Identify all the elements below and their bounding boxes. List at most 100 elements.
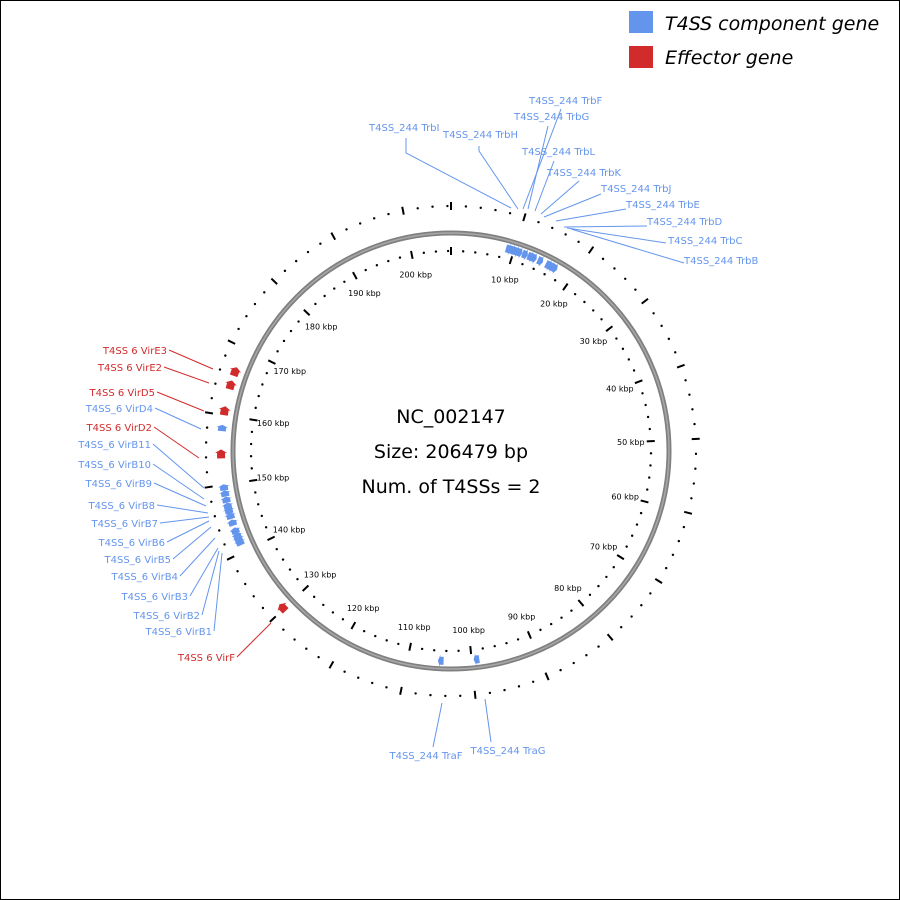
minor-tick bbox=[323, 294, 326, 298]
gene-arrow-component[interactable] bbox=[544, 259, 552, 271]
gene-arrow-component[interactable] bbox=[546, 261, 555, 272]
gene-label[interactable]: T4SS 6 VirF bbox=[177, 653, 235, 664]
gene-arrow-component[interactable] bbox=[218, 490, 231, 498]
major-tick bbox=[249, 478, 258, 483]
minor-tick bbox=[387, 259, 390, 263]
gene-arrow-component[interactable] bbox=[508, 244, 516, 257]
gene-label[interactable]: T4SS_6 VirB8 bbox=[88, 501, 155, 512]
minor-tick bbox=[588, 593, 592, 597]
minor-tick bbox=[264, 526, 268, 529]
gene-label[interactable]: T4SS_244 TrbH bbox=[442, 130, 518, 141]
gene-arrow-component[interactable] bbox=[220, 496, 232, 504]
minor-tick bbox=[457, 649, 460, 653]
gene-label[interactable]: T4SS_6 VirB9 bbox=[85, 479, 152, 490]
gene-label[interactable]: T4SS_244 TrbD bbox=[646, 217, 723, 228]
legend: T4SS component gene Effector gene bbox=[629, 11, 879, 69]
gene-label[interactable]: T4SS 6 VirD5 bbox=[89, 388, 155, 399]
gene-arrow-effector[interactable] bbox=[277, 602, 289, 614]
minor-tick bbox=[358, 222, 362, 225]
minor-tick bbox=[630, 534, 634, 537]
minor-tick bbox=[385, 686, 388, 689]
gene-arrow-component[interactable] bbox=[529, 252, 537, 264]
minor-tick bbox=[331, 611, 335, 614]
gene-label[interactable]: T4SS_6 VirB7 bbox=[91, 519, 158, 530]
gene-label[interactable]: T4SS_244 TrbG bbox=[513, 112, 589, 123]
gene-arrow-component[interactable] bbox=[216, 424, 229, 432]
minor-tick bbox=[531, 680, 535, 684]
gene-label[interactable]: T4SS_244 TraF bbox=[388, 751, 462, 762]
gene-arrow-component[interactable] bbox=[512, 245, 519, 258]
gene-arrow-component[interactable] bbox=[217, 484, 230, 492]
gene-label[interactable]: T4SS_244 TrbI bbox=[368, 123, 439, 134]
gene-label[interactable]: T4SS_244 TrbF bbox=[528, 96, 603, 107]
gene-arrow-component[interactable] bbox=[526, 251, 534, 263]
gene-label[interactable]: T4SS_244 TrbC bbox=[667, 236, 743, 247]
gene-label[interactable]: T4SS_6 VirD4 bbox=[85, 404, 153, 415]
gene-arrow-component[interactable] bbox=[231, 532, 243, 541]
minor-tick bbox=[250, 467, 253, 470]
gene-label[interactable]: T4SS 6 VirE2 bbox=[97, 363, 162, 374]
gene-arrow-effector[interactable] bbox=[229, 367, 242, 378]
gene-label[interactable]: T4SS_6 VirB2 bbox=[133, 611, 200, 622]
gene-arrow-component[interactable] bbox=[229, 527, 241, 535]
minor-tick bbox=[639, 511, 643, 515]
gene-features bbox=[215, 243, 559, 667]
gene-label[interactable]: T4SS_6 VirB5 bbox=[104, 555, 171, 566]
leader-line bbox=[172, 526, 212, 560]
gene-arrow-component[interactable] bbox=[473, 653, 480, 666]
gene-arrow-component[interactable] bbox=[234, 539, 246, 547]
gene-arrow-component[interactable] bbox=[437, 654, 444, 667]
leader-line bbox=[405, 138, 512, 209]
minor-tick bbox=[464, 205, 468, 208]
gene-label[interactable]: T4SS_244 TrbK bbox=[546, 168, 622, 179]
gene-arrow-component[interactable] bbox=[521, 249, 528, 261]
gene-label[interactable]: T4SS_244 TrbL bbox=[521, 147, 596, 158]
minor-tick bbox=[481, 647, 484, 650]
gene-label[interactable]: T4SS_244 TrbJ bbox=[600, 184, 671, 195]
gene-label[interactable]: T4SS_244 TraG bbox=[469, 746, 545, 757]
gene-arrow-effector[interactable] bbox=[215, 449, 228, 459]
gene-label[interactable]: T4SS_6 VirB3 bbox=[121, 592, 188, 603]
major-tick bbox=[204, 485, 213, 489]
minor-tick bbox=[508, 212, 512, 215]
gene-arrow-component[interactable] bbox=[550, 263, 559, 274]
gene-arrow-component[interactable] bbox=[536, 255, 544, 267]
minor-tick bbox=[282, 628, 285, 631]
gene-arrow-component[interactable] bbox=[224, 512, 236, 521]
major-tick bbox=[328, 660, 335, 669]
minor-tick bbox=[694, 467, 697, 470]
minor-tick bbox=[564, 233, 567, 236]
major-tick bbox=[267, 359, 276, 365]
minor-tick bbox=[459, 694, 462, 698]
gene-arrow-effector[interactable] bbox=[218, 406, 231, 416]
minor-tick bbox=[275, 547, 278, 551]
gene-label[interactable]: T4SS_244 TrbB bbox=[683, 256, 759, 267]
minor-tick bbox=[296, 577, 299, 581]
minor-tick bbox=[597, 645, 600, 648]
minor-tick bbox=[374, 634, 377, 638]
minor-tick bbox=[213, 515, 217, 518]
gene-arrow-component[interactable] bbox=[226, 519, 238, 527]
minor-tick bbox=[204, 441, 208, 444]
gene-label[interactable]: T4SS_6 VirB11 bbox=[77, 440, 151, 451]
minor-tick bbox=[649, 592, 652, 595]
gene-label[interactable]: T4SS_6 VirB4 bbox=[111, 572, 178, 583]
minor-tick bbox=[289, 329, 293, 333]
minor-tick bbox=[293, 638, 296, 641]
gene-arrow-component[interactable] bbox=[515, 247, 523, 259]
minor-tick bbox=[252, 595, 255, 598]
gene-label[interactable]: T4SS 6 VirE3 bbox=[102, 346, 167, 357]
gene-label[interactable]: T4SS_6 VirB6 bbox=[98, 538, 165, 549]
gene-arrow-component[interactable] bbox=[221, 502, 234, 510]
gene-arrow-component[interactable] bbox=[504, 243, 512, 256]
gene-label[interactable]: T4SS_244 TrbE bbox=[625, 200, 700, 211]
minor-tick bbox=[649, 464, 652, 467]
major-tick bbox=[270, 277, 278, 285]
gene-arrow-effector[interactable] bbox=[225, 380, 237, 391]
minor-tick bbox=[690, 497, 693, 500]
minor-tick bbox=[306, 250, 310, 254]
gene-label[interactable]: T4SS 6 VirD2 bbox=[86, 423, 152, 434]
gene-label[interactable]: T4SS_6 VirB1 bbox=[145, 627, 212, 638]
minor-tick bbox=[204, 456, 208, 459]
gene-label[interactable]: T4SS_6 VirB10 bbox=[77, 460, 151, 471]
